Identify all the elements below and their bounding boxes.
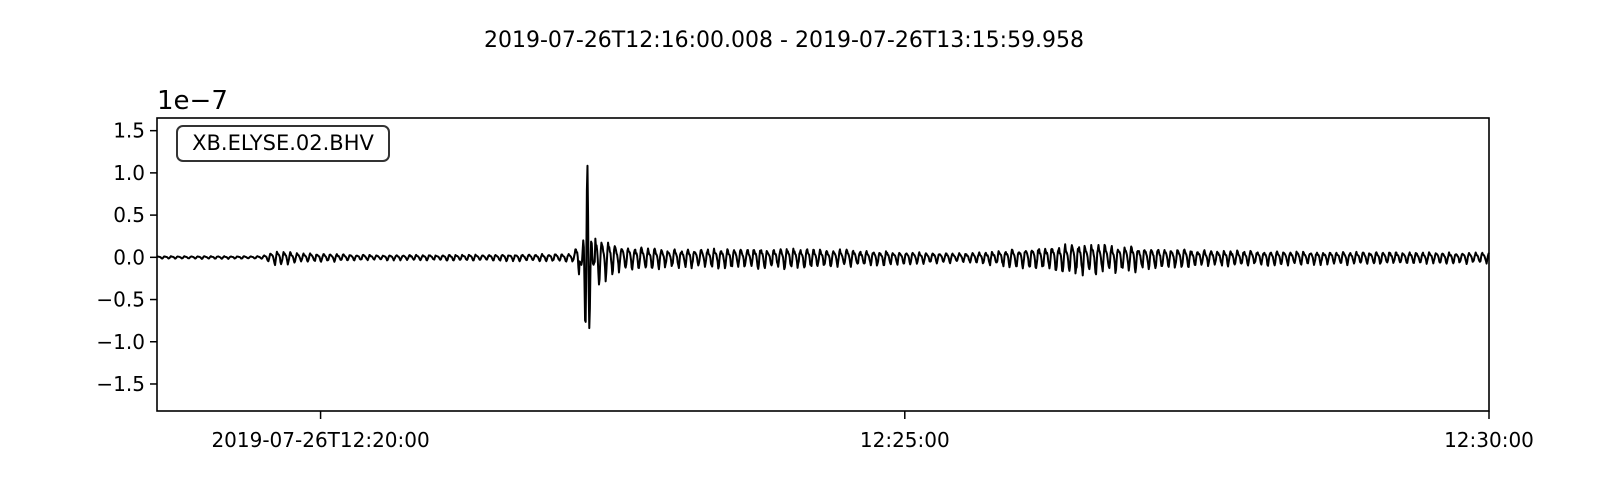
y-offset-label: 1e−7 bbox=[157, 86, 228, 116]
chart-title: 2019-07-26T12:16:00.008 - 2019-07-26T13:… bbox=[484, 28, 1084, 53]
x-axis: 2019-07-26T12:20:00 12:25:00 12:30:00 bbox=[211, 411, 1534, 452]
y-tick-label: 1.5 bbox=[113, 119, 145, 143]
y-tick-label: 1.0 bbox=[113, 161, 145, 185]
y-axis: 1.5 1.0 0.5 0.0 −0.5 −1.0 −1.5 bbox=[96, 119, 157, 396]
y-tick-label: −0.5 bbox=[96, 288, 145, 312]
x-tick-label: 2019-07-26T12:20:00 bbox=[211, 428, 429, 452]
y-tick-label: 0.0 bbox=[113, 245, 145, 269]
trace-label: XB.ELYSE.02.BHV bbox=[192, 131, 374, 155]
trace-label-box: XB.ELYSE.02.BHV bbox=[176, 125, 390, 162]
waveform bbox=[156, 164, 1490, 330]
y-tick-label: 0.5 bbox=[113, 203, 145, 227]
y-tick-label: −1.0 bbox=[96, 330, 145, 354]
x-tick-label: 12:25:00 bbox=[860, 428, 950, 452]
waveform-line bbox=[156, 164, 1490, 330]
y-tick-label: −1.5 bbox=[96, 372, 145, 396]
x-tick-label: 12:30:00 bbox=[1444, 428, 1534, 452]
